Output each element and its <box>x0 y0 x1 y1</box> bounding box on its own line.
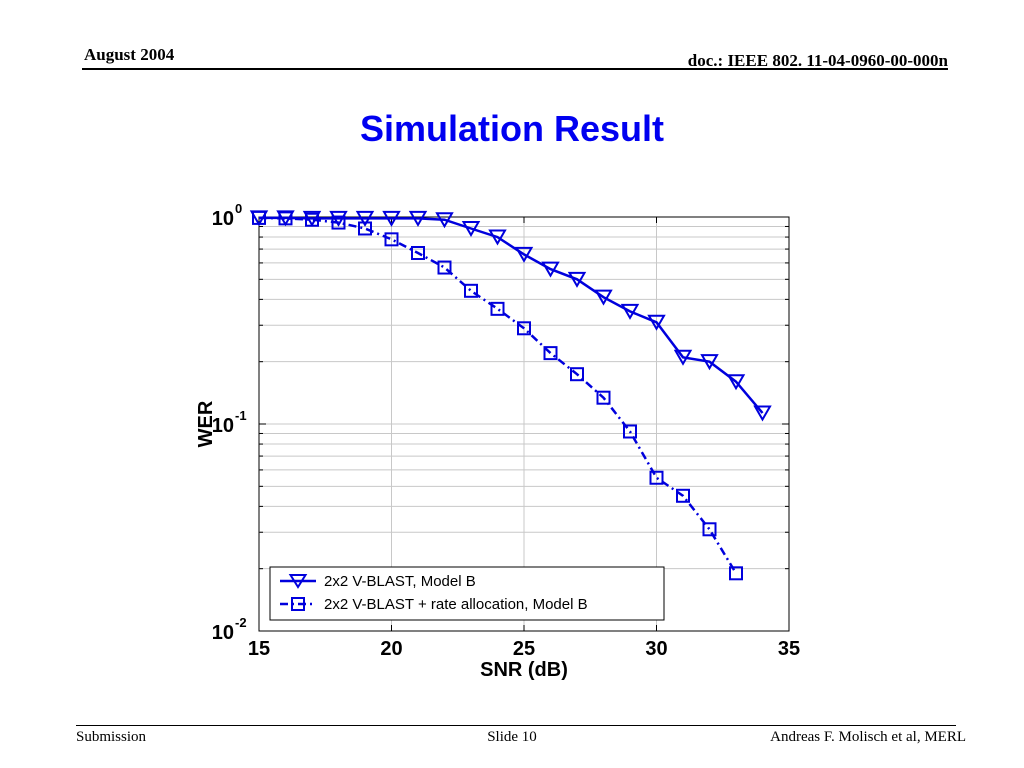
series-1-point <box>567 271 587 288</box>
series-2-point <box>543 346 558 361</box>
series-1-point <box>541 261 560 278</box>
series-1-point <box>700 354 719 371</box>
footer-submission: Submission <box>76 729 147 745</box>
legend: 2x2 V-BLAST, Model B 2x2 V-BLAST + rate … <box>269 566 665 621</box>
x-tick-label: 35 <box>778 638 800 660</box>
y-tick-label: 10 <box>212 622 234 644</box>
series-line-2 <box>258 216 738 574</box>
series-1-point <box>673 349 693 366</box>
footer-rule <box>76 725 956 726</box>
x-tick-label: 20 <box>380 638 402 660</box>
x-tick-label: 15 <box>248 638 270 660</box>
x-tick-label: 25 <box>513 638 535 660</box>
series-2-point <box>623 424 637 439</box>
footer-slide-number: Slide 10 <box>487 729 537 745</box>
y-tick-exponent: -2 <box>235 615 247 630</box>
series-2-point <box>570 367 584 382</box>
series-1-point <box>594 289 613 306</box>
series-2-point <box>517 321 531 336</box>
legend-label-1: 2x2 V-BLAST, Model B <box>324 573 476 590</box>
series-2-point <box>729 566 743 581</box>
series-1-point <box>329 210 348 227</box>
series-2-point <box>358 221 372 236</box>
series-2-point <box>702 522 717 537</box>
header-doc-id: doc.: IEEE 802. 11-04-0960-00-000n <box>687 51 948 70</box>
series-2-point <box>384 232 399 247</box>
series-2-point <box>596 390 611 405</box>
y-tick-label: 10 <box>212 415 234 437</box>
series-2-point <box>411 246 425 261</box>
series-1-point <box>514 246 534 263</box>
series-1-point <box>461 220 481 237</box>
slide-title: Simulation Result <box>359 108 665 149</box>
series-2-point <box>278 211 293 226</box>
y-tick-exponent: -1 <box>235 408 247 423</box>
series-2-point <box>676 488 690 503</box>
series-2-point <box>331 215 346 230</box>
series-1-point <box>355 210 375 227</box>
series-1-point <box>726 374 746 391</box>
series-2-point <box>252 210 266 225</box>
footer-author: Andreas F. Molisch et al, MERL <box>770 729 966 745</box>
series-2-point <box>464 283 478 298</box>
legend-label-2: 2x2 V-BLAST + rate allocation, Model B <box>324 596 588 613</box>
series-layer <box>249 210 772 581</box>
header-date: August 2004 <box>84 45 175 64</box>
x-tick-label: 30 <box>645 638 667 660</box>
series-2-point <box>437 260 452 275</box>
series-2-point <box>305 212 319 227</box>
series-1-point <box>488 229 507 246</box>
series-1-point <box>435 212 454 229</box>
y-tick-label: 10 <box>212 208 234 230</box>
series-1-point <box>620 303 640 320</box>
series-1-point <box>647 314 666 331</box>
series-1-point <box>753 405 772 422</box>
legend-marker-square <box>291 597 305 611</box>
grid-lines <box>259 217 789 631</box>
x-tick-labels: 15 20 25 30 35 <box>248 638 800 660</box>
header-rule <box>82 68 948 70</box>
series-1-point <box>408 210 428 227</box>
series-2-point <box>490 301 505 316</box>
y-axis-label: WER <box>195 400 217 447</box>
y-tick-exponent: 0 <box>235 201 242 216</box>
axis-ticks <box>258 217 790 632</box>
series-1-point <box>382 210 401 227</box>
legend-marker-triangle <box>288 574 308 589</box>
series-2-point <box>649 470 664 485</box>
legend-box <box>269 566 665 621</box>
x-axis-label: SNR (dB) <box>480 659 568 681</box>
